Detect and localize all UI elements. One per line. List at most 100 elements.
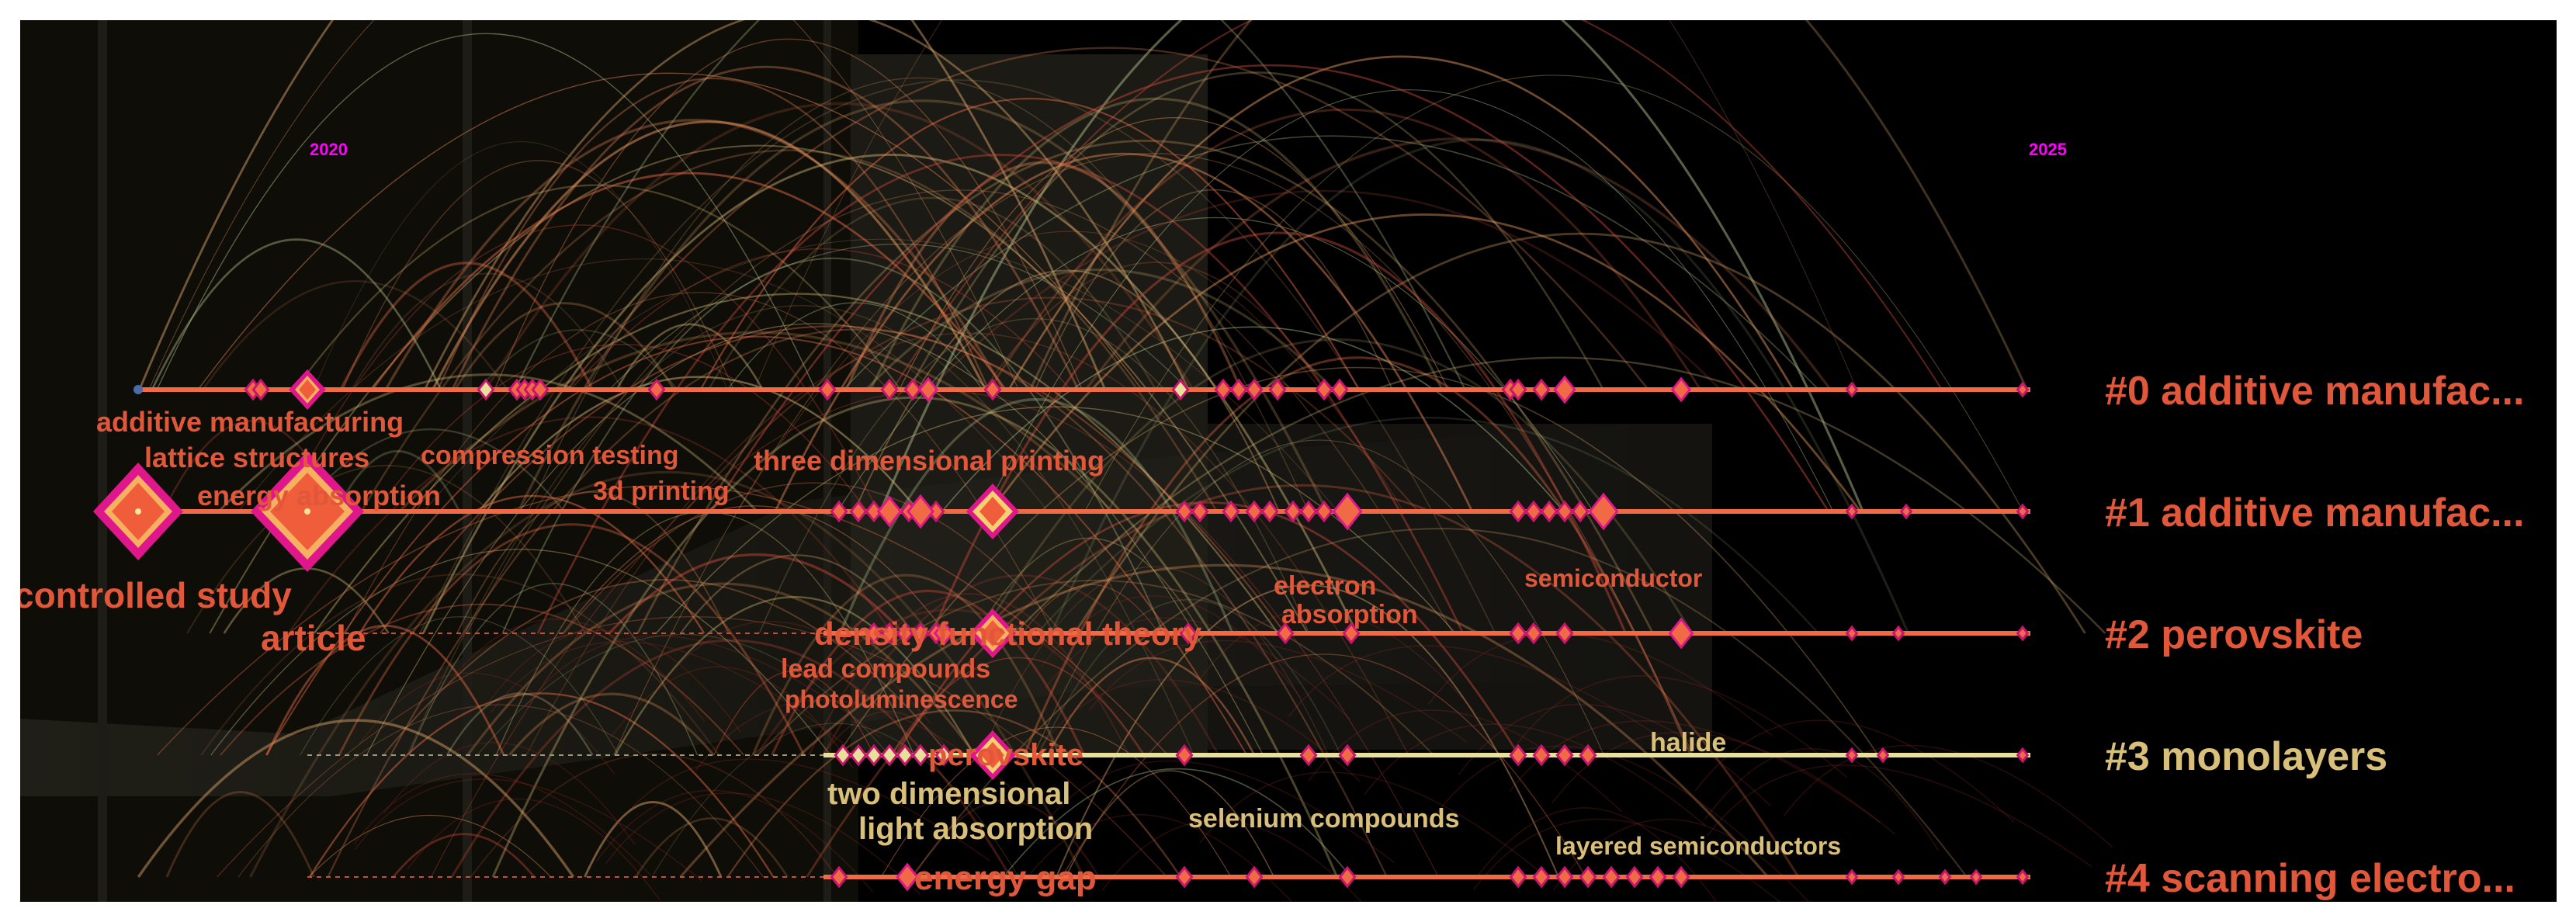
timeline-1-node-large[interactable] [1332, 492, 1363, 531]
timeline-0-node[interactable] [251, 378, 270, 401]
timeline-1-node[interactable] [1175, 500, 1194, 523]
timeline-1-node[interactable] [1284, 500, 1302, 523]
node-perovskite[interactable] [969, 730, 1016, 780]
timeline-4-node[interactable] [1845, 868, 1859, 886]
timeline-2-node[interactable] [1342, 622, 1361, 645]
timeline-4-node[interactable] [1509, 865, 1527, 889]
timeline-3-node[interactable] [1338, 743, 1357, 767]
timeline-3-node[interactable] [911, 743, 930, 767]
timeline-0-node[interactable] [647, 378, 666, 401]
timeline-1-node[interactable] [1191, 500, 1209, 523]
timeline-2-node[interactable] [1845, 625, 1859, 642]
timeline-3-node[interactable] [896, 743, 914, 767]
timeline-0-node[interactable] [2016, 381, 2030, 398]
timeline-3-node[interactable] [1579, 743, 1597, 767]
node-additive-manufacturing[interactable] [289, 369, 326, 410]
timeline-1-node[interactable] [2016, 503, 2030, 520]
timeline-4-node[interactable] [1672, 865, 1690, 889]
timeline-1-node[interactable] [1899, 503, 1913, 520]
cluster-label-0[interactable]: #0 additive manufac... [2105, 369, 2524, 414]
timeline-2-node-large[interactable] [1668, 617, 1694, 650]
timeline-3-node[interactable] [834, 743, 852, 767]
timeline-0-node[interactable] [903, 378, 922, 401]
timeline-1-node[interactable] [865, 500, 883, 523]
timeline-3-node[interactable] [1845, 747, 1859, 764]
timeline-3-node[interactable] [2016, 747, 2030, 764]
timeline-4-node[interactable] [2016, 868, 2030, 886]
timeline-4-node-large[interactable] [896, 862, 919, 892]
timeline-0-node[interactable] [1245, 378, 1264, 401]
timeline-4-node[interactable] [1245, 865, 1264, 889]
timeline-4-node[interactable] [1602, 865, 1621, 889]
node-controlled-study[interactable] [93, 463, 183, 560]
timeline-2-node[interactable] [2016, 625, 2030, 642]
timeline-2-node-large[interactable] [933, 620, 955, 646]
timeline-4-node[interactable] [1891, 868, 1905, 886]
timeline-4-node[interactable] [1532, 865, 1551, 889]
timeline-4-node[interactable] [1555, 865, 1574, 889]
cluster-label-3[interactable]: #3 monolayers [2105, 734, 2387, 779]
timeline-1-node[interactable] [1571, 500, 1590, 523]
timeline-2-node[interactable] [896, 622, 914, 645]
timeline-0-node[interactable] [1229, 378, 1248, 401]
timeline-4-node[interactable] [1649, 865, 1667, 889]
timeline-4-node[interactable] [1938, 868, 1952, 886]
timeline-0-node[interactable] [1214, 378, 1233, 401]
timeline-0-node-large[interactable] [917, 376, 939, 403]
timeline-2-node[interactable] [911, 622, 930, 645]
timeline-3-node[interactable] [849, 743, 868, 767]
timeline-1-node-large[interactable] [907, 494, 934, 529]
timeline-4-node[interactable] [1175, 865, 1194, 889]
timeline-0-node[interactable] [1315, 378, 1333, 401]
timeline-0-node[interactable] [477, 378, 495, 401]
timeline-4-node[interactable] [830, 865, 848, 889]
timeline-2-node[interactable] [1509, 622, 1527, 645]
timeline-0-node[interactable] [818, 378, 837, 401]
timeline-0-node-large[interactable] [1553, 375, 1576, 404]
timeline-0-node[interactable] [983, 378, 1002, 401]
timeline-1-node[interactable] [1315, 500, 1333, 523]
timeline-1-node[interactable] [1555, 500, 1574, 523]
timeline-0-node[interactable] [1268, 378, 1287, 401]
timeline-0-node-large[interactable] [1670, 376, 1692, 403]
timeline-3-node[interactable] [1555, 743, 1574, 767]
timeline-1-node[interactable] [849, 500, 868, 523]
timeline-4-node[interactable] [1338, 865, 1357, 889]
node-density-functional-theory[interactable] [969, 608, 1016, 658]
node-three-dimensional-printing[interactable] [966, 484, 1019, 539]
timeline-1-node[interactable] [1524, 500, 1543, 523]
timeline-1-node[interactable] [1245, 500, 1264, 523]
timeline-2-node[interactable] [1276, 622, 1295, 645]
timeline-0-node[interactable] [1845, 381, 1859, 398]
timeline-2-node[interactable] [1891, 625, 1905, 642]
timeline-0-node[interactable] [1509, 378, 1527, 401]
timeline-3-node[interactable] [934, 743, 953, 767]
timeline-4-node[interactable] [1579, 865, 1597, 889]
timeline-2-node[interactable] [865, 622, 883, 645]
timeline-3-node[interactable] [1532, 743, 1551, 767]
timeline-2-node[interactable] [1524, 622, 1543, 645]
timeline-3-node[interactable] [865, 743, 883, 767]
timeline-4-node[interactable] [1969, 868, 1983, 886]
timeline-3-node[interactable] [1175, 743, 1194, 767]
node-article[interactable] [251, 451, 364, 572]
timeline-1-node[interactable] [830, 500, 848, 523]
timeline-4-node[interactable] [1625, 865, 1644, 889]
timeline-1-node[interactable] [1509, 500, 1527, 523]
timeline-1-node-large[interactable] [876, 495, 903, 528]
timeline-3-node[interactable] [1299, 743, 1318, 767]
timeline-0-node[interactable] [1532, 378, 1551, 401]
timeline-3-node[interactable] [1509, 743, 1527, 767]
timeline-1-node[interactable] [1260, 500, 1279, 523]
cluster-label-1[interactable]: #1 additive manufac... [2105, 490, 2524, 536]
timeline-1-node[interactable] [1299, 500, 1318, 523]
timeline-0-node[interactable] [1171, 378, 1190, 401]
timeline-1-node[interactable] [1540, 500, 1558, 523]
timeline-2-node[interactable] [1555, 622, 1574, 645]
cluster-label-2[interactable]: #2 perovskite [2105, 612, 2363, 657]
timeline-0-node[interactable] [133, 385, 143, 394]
timeline-1-node[interactable] [1222, 500, 1240, 523]
timeline-0-node[interactable] [531, 378, 550, 401]
timeline-2-node[interactable] [1179, 622, 1198, 645]
timeline-3-node[interactable] [1876, 747, 1890, 764]
